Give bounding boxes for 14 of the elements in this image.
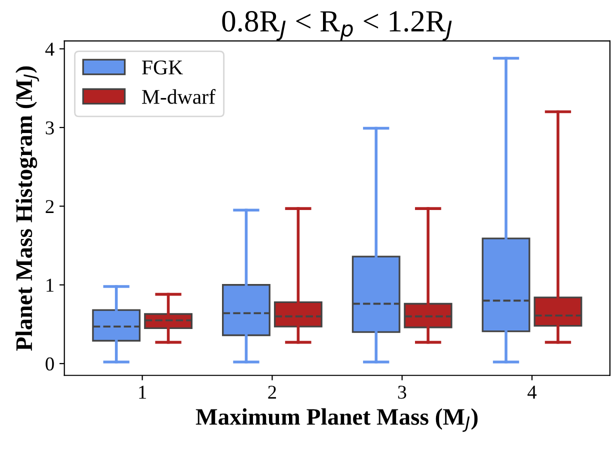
x-tick-label: 3 — [398, 386, 406, 399]
chart-title: 0.8R$_{J}$ < R$_{p}$ < 1.2R$_{J}$ — [222, 11, 452, 41]
y-tick-label: 4 — [45, 42, 54, 56]
x-axis-title: Maximum Planet Mass (M$_{J}$) — [196, 408, 478, 432]
legend-label: M-dwarf — [142, 89, 216, 104]
y-tick-label: 2 — [46, 200, 54, 213]
x-tick-label: 2 — [268, 386, 276, 399]
legend-label: FGK — [142, 60, 183, 74]
y-axis-title: Planet Mass Histogram (M$_{J}$) — [16, 66, 40, 351]
x-tick-label: 1 — [139, 386, 146, 399]
x-tick-label: 4 — [528, 386, 537, 399]
y-tick-label: 1 — [46, 278, 54, 292]
y-tick-label: 0 — [46, 357, 54, 371]
y-tick-label: 3 — [46, 121, 54, 134]
